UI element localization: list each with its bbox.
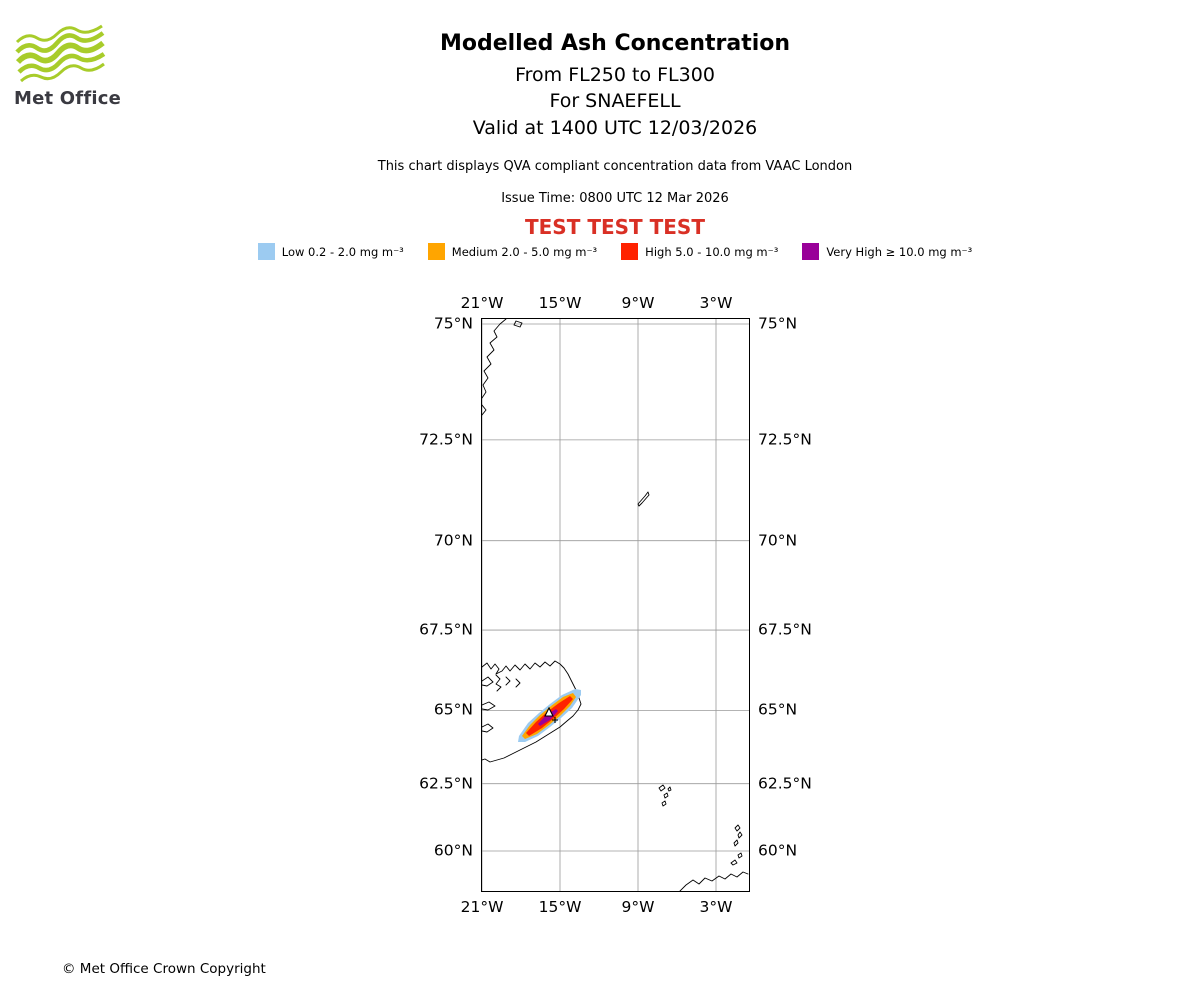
lat-label-left: 70°N: [433, 530, 473, 549]
lat-label-left: 62.5°N: [419, 773, 473, 792]
plume-very-high: [538, 709, 558, 726]
legend-swatch: [621, 243, 639, 260]
legend-item-very-high: Very High ≥ 10.0 mg m⁻³: [802, 243, 972, 260]
coastlines: [482, 319, 749, 891]
legend-label: High 5.0 - 10.0 mg m⁻³: [645, 244, 779, 259]
test-banner: TEST TEST TEST: [525, 215, 705, 239]
lon-label-top: 9°W: [621, 293, 655, 312]
coastline-scotland-orkney: [679, 852, 749, 891]
volcano-triangle-icon: [544, 706, 554, 717]
arctic-island: [513, 320, 523, 328]
volcano-marker: [544, 706, 558, 723]
legend-label: Very High ≥ 10.0 mg m⁻³: [826, 244, 973, 259]
legend-item-high: High 5.0 - 10.0 mg m⁻³: [621, 243, 778, 260]
lat-label-left: 60°N: [433, 841, 473, 860]
valid-time-subtitle: Valid at 1400 UTC 12/03/2026: [472, 117, 758, 139]
volcano-cross-icon: [552, 717, 558, 723]
concentration-legend: Low 0.2 - 2.0 mg m⁻³ Medium 2.0 - 5.0 mg …: [30, 243, 1200, 260]
lat-label-right: 75°N: [758, 314, 798, 333]
lat-label-left: 72.5°N: [419, 430, 473, 449]
legend-item-low: Low 0.2 - 2.0 mg m⁻³: [257, 243, 404, 260]
lon-label-top: 3°W: [699, 293, 733, 312]
lat-label-right: 72.5°N: [758, 430, 812, 449]
lon-label-bottom: 15°W: [538, 898, 582, 916]
lat-label-right: 67.5°N: [758, 620, 812, 639]
legend-swatch: [427, 243, 445, 260]
grid-lines: [482, 319, 749, 891]
lat-label-right: 70°N: [758, 530, 798, 549]
lon-label-top: 15°W: [538, 293, 582, 312]
coastline-greenland: [482, 319, 507, 416]
islands-faroe: [658, 784, 672, 807]
qva-description: This chart displays QVA compliant concen…: [377, 159, 853, 174]
legend-swatch: [802, 243, 820, 260]
lat-label-right: 60°N: [758, 841, 798, 860]
lat-label-right: 62.5°N: [758, 773, 812, 792]
map-container: 75°N 75°N 72.5°N 72.5°N 70°N 70°N 67.5°N 67.5°N…: [419, 295, 812, 915]
coastline-iceland: [482, 660, 582, 763]
issue-time: Issue Time: 0800 UTC 12 Mar 2026: [501, 191, 729, 206]
page-title: Modelled Ash Concentration: [439, 31, 791, 56]
legend-label: Medium 2.0 - 5.0 mg m⁻³: [451, 244, 598, 259]
met-office-logo-text: Met Office: [14, 88, 122, 109]
legend-swatch: [257, 243, 275, 260]
lat-label-left: 75°N: [433, 314, 473, 333]
legend-label: Low 0.2 - 2.0 mg m⁻³: [281, 244, 404, 259]
islands-shetland: [733, 824, 743, 847]
copyright-notice: © Met Office Crown Copyright: [62, 961, 266, 977]
met-office-logo: Met Office: [14, 24, 124, 109]
ash-dispersion-map: [482, 319, 749, 891]
lat-label-left: 67.5°N: [419, 620, 473, 639]
island-jan-mayen: [637, 491, 650, 507]
lon-label-bottom: 3°W: [699, 898, 733, 916]
lon-label-bottom: 9°W: [621, 898, 655, 916]
legend-item-medium: Medium 2.0 - 5.0 mg m⁻³: [427, 243, 598, 260]
flight-level-subtitle: From FL250 to FL300: [515, 64, 715, 86]
lon-label-bottom: 21°W: [460, 898, 504, 916]
volcano-subtitle: For SNAEFELL: [549, 90, 681, 112]
met-office-waves-icon: [15, 24, 106, 83]
lat-label-left: 65°N: [433, 700, 473, 719]
lat-label-right: 65°N: [758, 700, 798, 719]
lon-label-top: 21°W: [460, 293, 504, 312]
